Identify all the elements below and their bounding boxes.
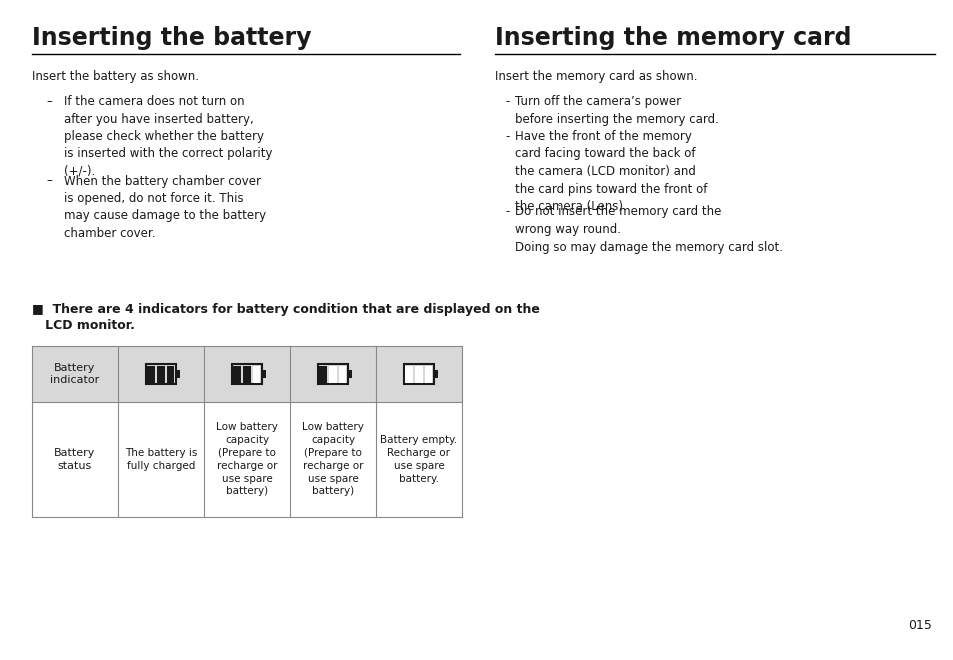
Text: Insert the battery as shown.: Insert the battery as shown. (32, 70, 199, 83)
Text: When the battery chamber cover
is opened, do not force it. This
may cause damage: When the battery chamber cover is opened… (64, 174, 266, 240)
Text: ■  There are 4 indicators for battery condition that are displayed on the: ■ There are 4 indicators for battery con… (32, 303, 539, 316)
Bar (405, 366, 413, 383)
Bar (232, 364, 262, 384)
Text: The battery is
fully charged: The battery is fully charged (125, 448, 197, 471)
Text: If the camera does not turn on
after you have inserted battery,
please check whe: If the camera does not turn on after you… (64, 95, 273, 178)
Bar (403, 364, 434, 384)
Bar (424, 366, 432, 383)
Text: Battery
status: Battery status (54, 448, 95, 471)
Text: Inserting the memory card: Inserting the memory card (495, 26, 851, 50)
Text: Insert the memory card as shown.: Insert the memory card as shown. (495, 70, 697, 83)
Text: Inserting the battery: Inserting the battery (32, 26, 312, 50)
Bar (319, 366, 327, 383)
Text: Battery
indicator: Battery indicator (51, 363, 99, 385)
Bar (148, 366, 155, 383)
Text: Turn off the camera’s power
before inserting the memory card.: Turn off the camera’s power before inser… (515, 95, 719, 125)
Text: –: – (46, 95, 51, 108)
Text: Low battery
capacity
(Prepare to
recharge or
use spare
battery): Low battery capacity (Prepare to recharg… (215, 422, 277, 496)
Text: -: - (504, 130, 509, 143)
Bar (348, 370, 352, 378)
Text: LCD monitor.: LCD monitor. (32, 319, 134, 332)
Text: Low battery
capacity
(Prepare to
recharge or
use spare
battery): Low battery capacity (Prepare to recharg… (302, 422, 363, 496)
Text: Do not insert the memory card the
wrong way round.
Doing so may damage the memor: Do not insert the memory card the wrong … (515, 205, 782, 253)
Text: Have the front of the memory
card facing toward the back of
the camera (LCD moni: Have the front of the memory card facing… (515, 130, 706, 213)
Bar (157, 366, 165, 383)
Bar (434, 370, 437, 378)
Bar (167, 366, 174, 383)
Bar (317, 364, 348, 384)
Text: -: - (504, 205, 509, 218)
Bar (146, 364, 175, 384)
Bar (32, 346, 461, 402)
Bar (175, 370, 180, 378)
Bar (262, 370, 266, 378)
Text: Battery empty.
Recharge or
use spare
battery.: Battery empty. Recharge or use spare bat… (380, 436, 457, 484)
Text: -: - (504, 95, 509, 108)
Bar (338, 366, 346, 383)
Text: 015: 015 (907, 619, 931, 632)
Bar (415, 366, 422, 383)
Bar (243, 366, 251, 383)
Bar (233, 366, 241, 383)
Bar (329, 366, 336, 383)
Text: –: – (46, 174, 51, 187)
Bar (253, 366, 260, 383)
